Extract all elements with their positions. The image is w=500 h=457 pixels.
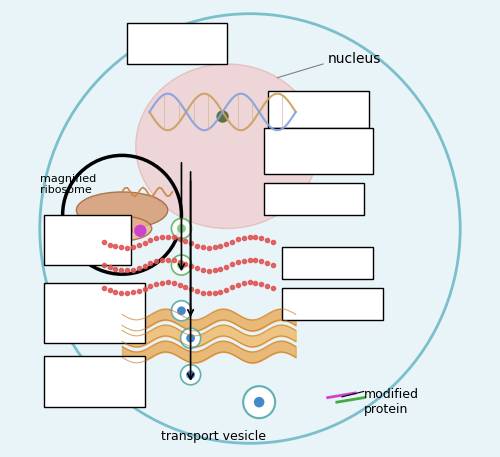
Circle shape [172,218,192,239]
Circle shape [187,371,194,378]
Circle shape [94,225,104,236]
FancyBboxPatch shape [44,283,145,343]
Ellipse shape [88,216,152,241]
Circle shape [243,386,275,418]
Circle shape [172,255,192,275]
Text: modified
protein: modified protein [364,388,420,416]
FancyBboxPatch shape [282,288,382,320]
Circle shape [180,328,201,348]
Ellipse shape [76,192,168,228]
Circle shape [187,335,194,342]
FancyBboxPatch shape [126,23,227,64]
Circle shape [217,111,228,122]
Text: magnified
ribosome: magnified ribosome [40,174,96,195]
Ellipse shape [136,64,318,228]
FancyBboxPatch shape [264,183,364,215]
Circle shape [178,225,185,232]
FancyBboxPatch shape [264,128,374,174]
Circle shape [80,225,91,236]
FancyBboxPatch shape [282,247,374,279]
Circle shape [254,398,264,407]
Text: transport vesicle: transport vesicle [161,430,266,443]
Text: nucleus: nucleus [328,53,381,66]
Circle shape [180,365,201,385]
Circle shape [172,301,192,321]
FancyBboxPatch shape [44,356,145,407]
Circle shape [135,225,146,236]
FancyBboxPatch shape [268,91,369,128]
Circle shape [178,307,185,314]
Circle shape [178,261,185,269]
Circle shape [108,225,118,236]
FancyBboxPatch shape [44,215,131,265]
Circle shape [121,225,132,236]
